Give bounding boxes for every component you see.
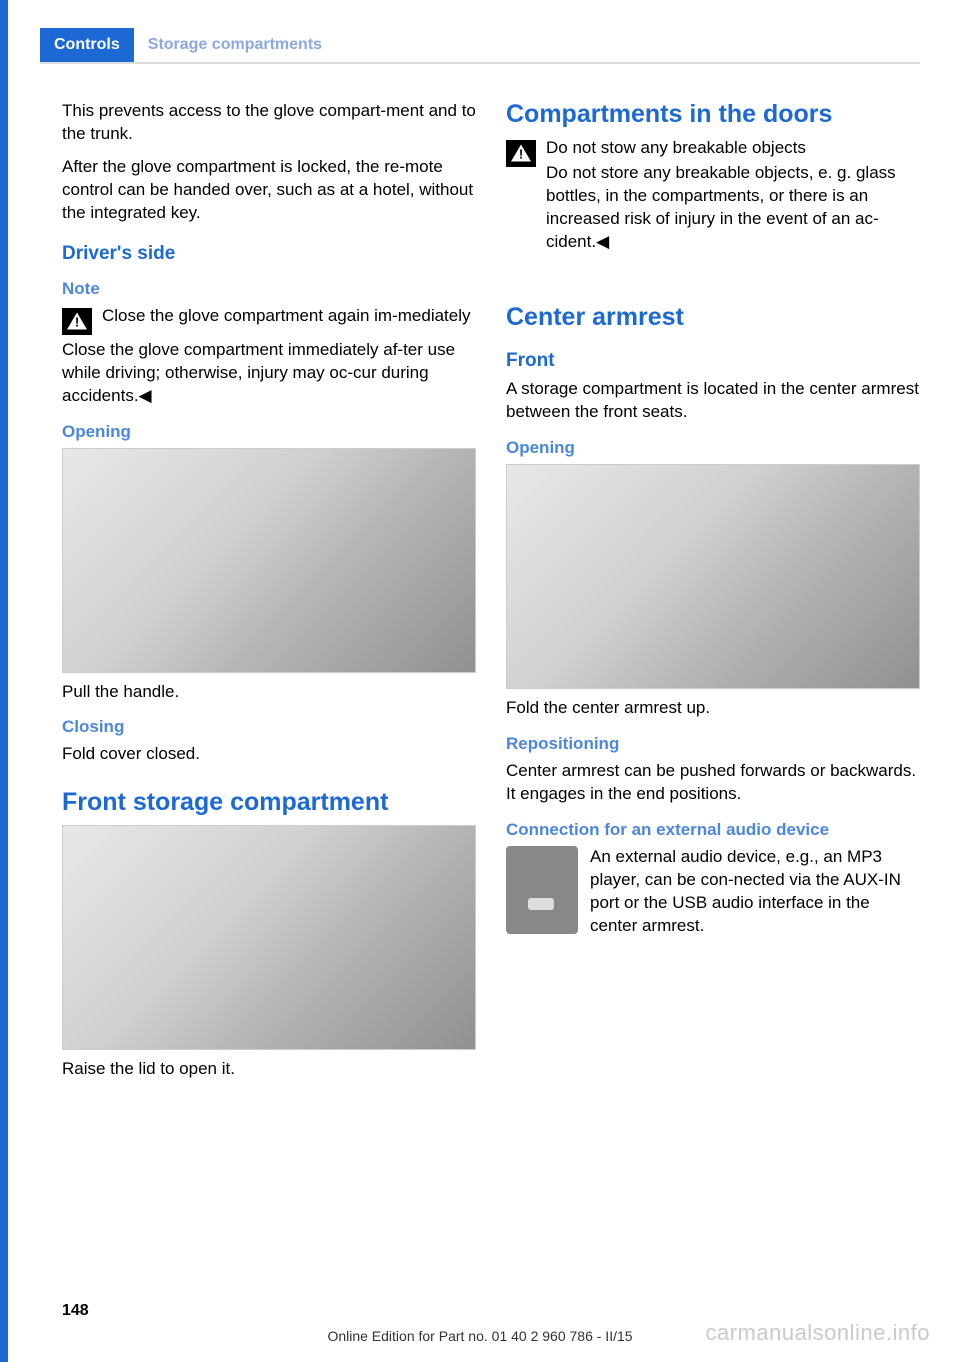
heading-front-armrest: Front bbox=[506, 350, 920, 372]
intro-paragraph-2: After the glove compartment is locked, t… bbox=[62, 156, 476, 225]
heading-front-storage: Front storage compartment bbox=[62, 788, 476, 817]
warning-title-glove: Close the glove compartment again im‐med… bbox=[102, 305, 471, 328]
warning-text-wrap: Do not stow any breakable objects Do not… bbox=[546, 137, 920, 264]
right-column: Compartments in the doors Do not stow an… bbox=[506, 100, 920, 1091]
connection-body: An external audio device, e.g., an MP3 p… bbox=[590, 846, 920, 938]
page-number: 148 bbox=[62, 1302, 89, 1320]
left-accent-stripe bbox=[0, 0, 8, 1362]
caption-raise-lid: Raise the lid to open it. bbox=[62, 1058, 476, 1081]
heading-compartments-doors: Compartments in the doors bbox=[506, 100, 920, 129]
warning-icon bbox=[506, 140, 536, 167]
warning-title-doors: Do not stow any breakable objects bbox=[546, 137, 920, 160]
warning-icon bbox=[62, 308, 92, 335]
intro-paragraph-1: This prevents access to the glove compar… bbox=[62, 100, 476, 146]
caption-fold-armrest: Fold the center armrest up. bbox=[506, 697, 920, 720]
caption-pull-handle: Pull the handle. bbox=[62, 681, 476, 704]
heading-closing: Closing bbox=[62, 717, 476, 737]
header-divider bbox=[40, 62, 920, 64]
warning-block-doors: Do not stow any breakable objects Do not… bbox=[506, 137, 920, 264]
heading-note: Note bbox=[62, 279, 476, 299]
closing-body: Fold cover closed. bbox=[62, 743, 476, 766]
repositioning-body: Center armrest can be pushed forwards or… bbox=[506, 760, 920, 806]
heading-opening: Opening bbox=[62, 422, 476, 442]
header-tab-controls: Controls bbox=[40, 28, 134, 62]
heading-connection-audio: Connection for an external audio device bbox=[506, 820, 920, 840]
figure-center-armrest bbox=[506, 464, 920, 689]
warning-body-doors: Do not store any breakable objects, e. g… bbox=[546, 162, 920, 254]
header-section-title: Storage compartments bbox=[134, 28, 336, 62]
heading-drivers-side: Driver's side bbox=[62, 243, 476, 265]
figure-glove-compartment bbox=[62, 448, 476, 673]
warning-block-glove: Close the glove compartment again im‐med… bbox=[62, 305, 476, 335]
left-column: This prevents access to the glove compar… bbox=[62, 100, 476, 1091]
aux-row: An external audio device, e.g., an MP3 p… bbox=[506, 846, 920, 948]
heading-center-armrest: Center armrest bbox=[506, 303, 920, 332]
figure-aux-port bbox=[506, 846, 578, 934]
warning-body-glove: Close the glove compartment immediately … bbox=[62, 339, 476, 408]
watermark-text: carmanualsonline.info bbox=[705, 1320, 930, 1346]
heading-opening-armrest: Opening bbox=[506, 438, 920, 458]
main-content: This prevents access to the glove compar… bbox=[62, 100, 920, 1091]
front-armrest-body: A storage compartment is located in the … bbox=[506, 378, 920, 424]
figure-front-storage bbox=[62, 825, 476, 1050]
page-header: Controls Storage compartments bbox=[40, 28, 336, 62]
heading-repositioning: Repositioning bbox=[506, 734, 920, 754]
